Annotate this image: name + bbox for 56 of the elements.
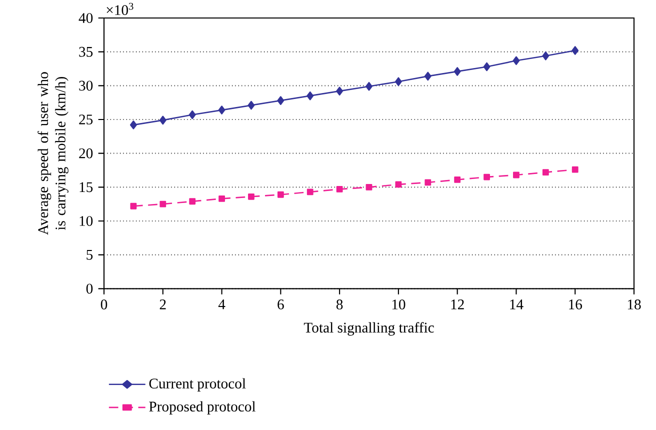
- point: [277, 96, 284, 106]
- point: [130, 203, 137, 210]
- point: [512, 56, 520, 66]
- x-tick-label: 0: [100, 300, 108, 310]
- x-axis-title: Total signalling traffic: [304, 322, 434, 336]
- point: [336, 186, 343, 193]
- point: [218, 196, 225, 202]
- x-tick-label: 16: [569, 300, 582, 310]
- x-tick-label: 2: [160, 300, 166, 310]
- point: [542, 169, 549, 176]
- x-tick-label: 12: [451, 300, 464, 310]
- text: ×10$^{3}$: [106, 2, 134, 16]
- y-tick-label: 20: [79, 148, 93, 158]
- point: [188, 110, 196, 120]
- point: [454, 67, 461, 76]
- y-tick-label: 40: [78, 13, 93, 24]
- y-tick-label: 10: [80, 216, 93, 226]
- point: [572, 46, 579, 56]
- point: [424, 179, 432, 186]
- y-tick-label: 5: [86, 250, 93, 260]
- point: [484, 174, 490, 180]
- legend-label: Current protocol: [149, 378, 246, 392]
- x-tick-label: 4: [218, 300, 226, 310]
- y-tick-label: 15: [80, 182, 93, 192]
- point: [130, 120, 137, 130]
- point: [248, 194, 254, 200]
- point: [306, 92, 314, 100]
- x-tick-label: 6: [278, 300, 284, 310]
- point: [306, 188, 314, 196]
- point: [248, 101, 255, 110]
- x-tick-label: 8: [336, 300, 343, 310]
- point: [513, 172, 520, 178]
- point: [336, 86, 344, 96]
- y-tick-label: 25: [79, 114, 93, 125]
- x-tick-label: 14: [510, 300, 524, 310]
- x-tick-label: 18: [628, 300, 641, 310]
- point: [366, 184, 372, 191]
- y-tick-label: 35: [79, 47, 93, 57]
- y-axis-title: Average speed of user who is carrying mobile (km/h): [38, 72, 68, 236]
- point: [159, 116, 166, 125]
- point: [483, 62, 490, 72]
- point: [394, 77, 402, 86]
- y-tick-label: 0: [86, 284, 93, 294]
- point: [454, 176, 461, 184]
- point: [395, 181, 402, 188]
- point: [572, 166, 578, 173]
- point: [218, 106, 226, 115]
- x-tick-label: 10: [392, 300, 406, 310]
- point: [277, 192, 284, 198]
- point: [366, 82, 372, 91]
- y-tick-label: 30: [79, 80, 93, 91]
- point: [189, 198, 196, 205]
- point: [424, 72, 432, 81]
- legend-label: Proposed protocol: [149, 401, 256, 415]
- point: [160, 201, 166, 208]
- point: [542, 52, 550, 60]
